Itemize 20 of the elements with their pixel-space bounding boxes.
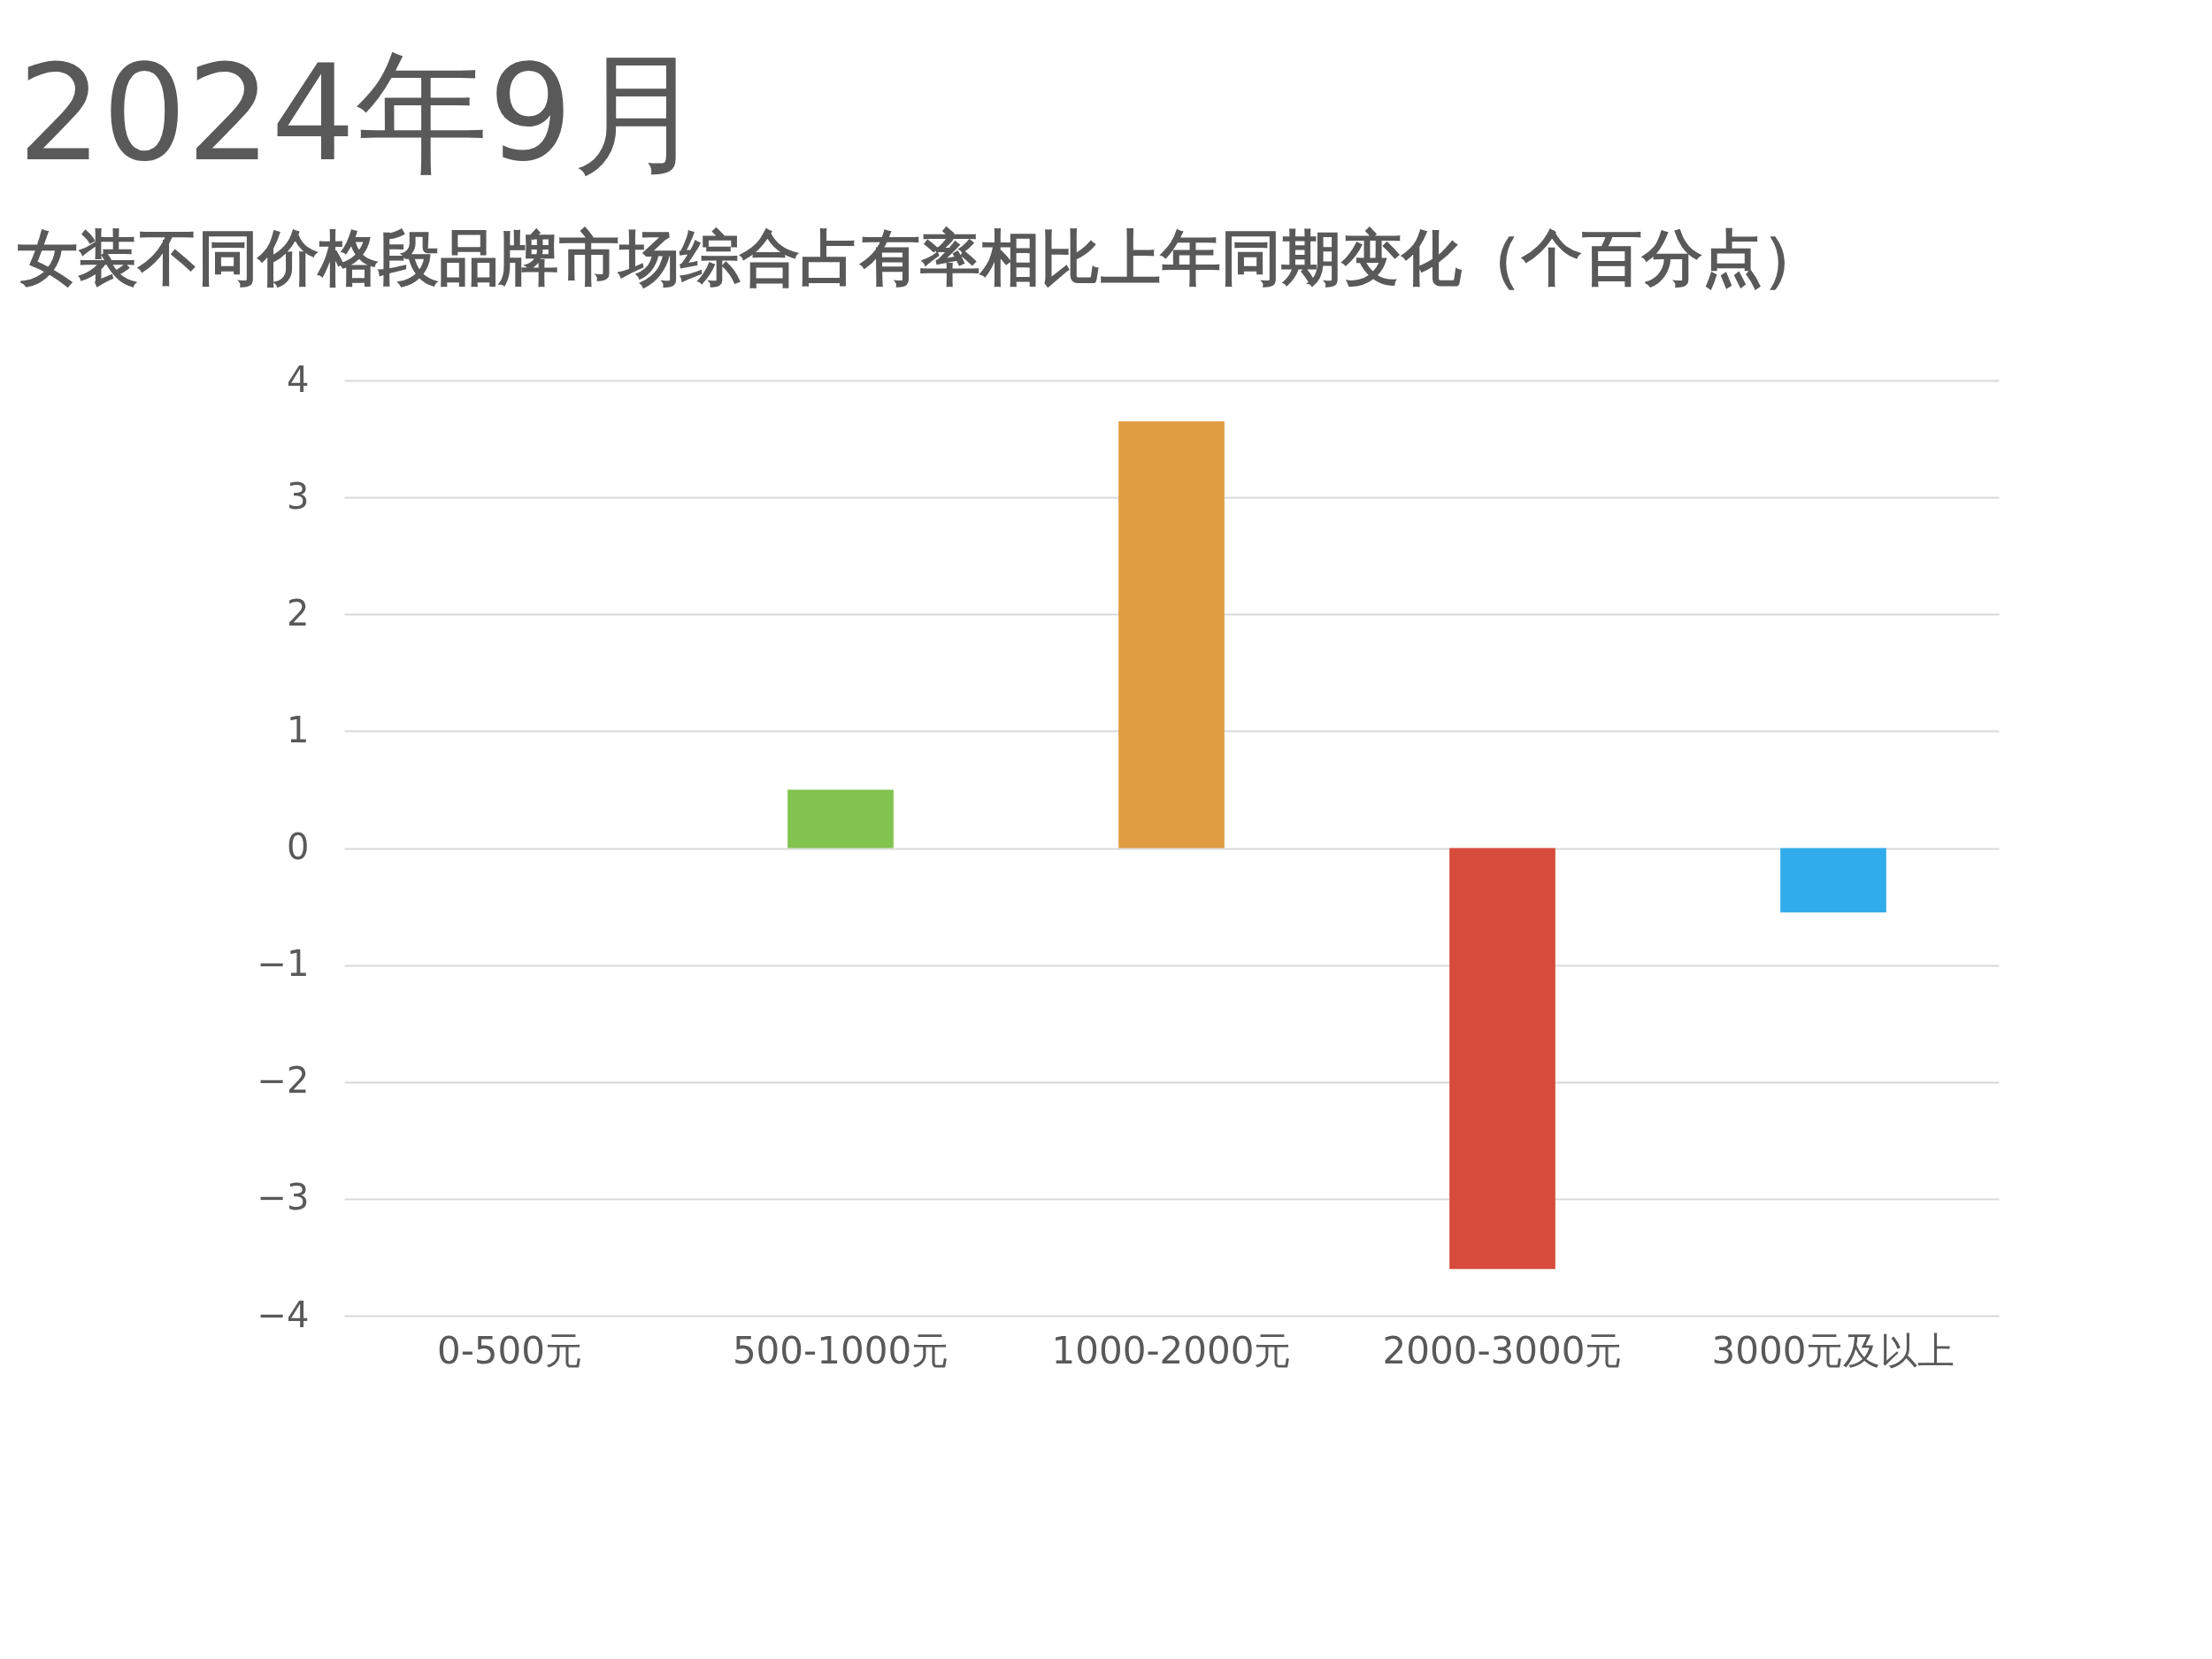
- y-tick-label: 1: [287, 709, 310, 750]
- y-tick-label: −3: [257, 1177, 310, 1218]
- y-tick-label: 2: [287, 592, 310, 634]
- x-tick-label: 0-500元: [436, 1328, 583, 1372]
- x-tick-label: 1000-2000元: [1051, 1328, 1292, 1372]
- bar: [1780, 848, 1886, 913]
- bar: [787, 789, 894, 849]
- x-tick-label: 500-1000元: [732, 1328, 949, 1372]
- bar: [1118, 421, 1225, 849]
- y-tick-label: 0: [287, 826, 310, 867]
- y-tick-label: −4: [257, 1294, 310, 1335]
- bar: [1449, 848, 1555, 1270]
- chart-subtitle: 女装不同价格段品牌市场综合占有率相比上年同期变化（个百分点）: [18, 223, 1824, 293]
- y-tick-label: −1: [257, 943, 310, 985]
- x-tick-label: 2000-3000元: [1382, 1328, 1623, 1372]
- chart-title: 2024年9月: [18, 36, 706, 190]
- y-tick-label: 4: [287, 358, 310, 400]
- y-tick-label: 3: [287, 475, 310, 517]
- y-tick-label: −2: [257, 1060, 310, 1102]
- x-tick-label: 3000元及以上: [1711, 1328, 1955, 1372]
